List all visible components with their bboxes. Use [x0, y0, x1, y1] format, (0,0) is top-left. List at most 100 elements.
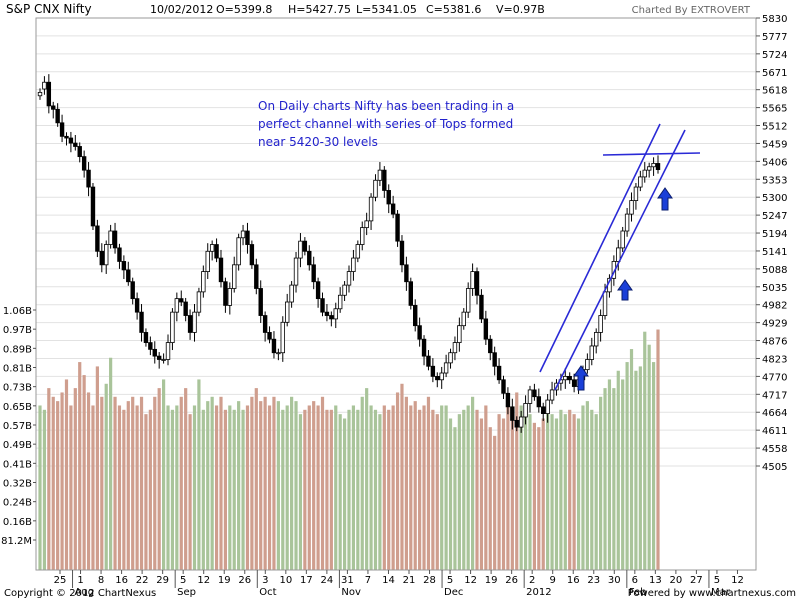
- volume-bar: [47, 388, 51, 570]
- price-tick-label: 4929: [762, 319, 787, 330]
- volume-bar: [334, 405, 338, 570]
- volume-bar: [95, 366, 99, 570]
- volume-bar: [263, 396, 267, 570]
- volume-bar: [501, 418, 506, 570]
- candle-body: [254, 264, 259, 289]
- date-tick-label: 10: [279, 575, 292, 586]
- volume-bar: [541, 418, 545, 570]
- volume-bar: [82, 375, 86, 570]
- volume-tick-label: 0.73B: [3, 383, 32, 394]
- candle-body: [95, 225, 100, 252]
- date-tick-label: 28: [423, 575, 436, 586]
- volume-bar: [290, 396, 294, 570]
- volume-bar: [223, 409, 227, 570]
- volume-bar: [259, 401, 263, 570]
- candle-body: [616, 247, 621, 262]
- volume-bar: [554, 418, 559, 570]
- candle-body: [81, 156, 87, 171]
- candle-body: [152, 348, 157, 357]
- candle-body: [470, 271, 475, 289]
- candle-body: [258, 288, 263, 316]
- volume-bar: [117, 405, 122, 570]
- candle-body: [351, 257, 356, 272]
- volume-bar: [175, 405, 179, 570]
- candle-body: [218, 257, 224, 283]
- volume-bar: [267, 405, 272, 570]
- date-tick-label: 16: [567, 575, 580, 586]
- candle-body: [232, 264, 237, 289]
- candle-body: [532, 389, 537, 398]
- date-tick-label: 12: [197, 575, 210, 586]
- volume-tick-label: 0.81B: [3, 364, 32, 375]
- volume-bar: [356, 409, 360, 570]
- volume-bar: [466, 405, 470, 570]
- candle-body: [399, 240, 405, 266]
- volume-bar: [422, 405, 426, 570]
- date-tick-label: 24: [321, 575, 334, 586]
- date-tick-label: 19: [485, 575, 498, 586]
- volume-bar: [69, 405, 73, 570]
- date-tick-label: 5: [447, 575, 453, 586]
- volume-bar: [312, 401, 316, 570]
- price-tick-label: 5671: [762, 68, 787, 79]
- annotation-line-3: near 5420-30 levels: [258, 135, 378, 149]
- candle-body: [430, 365, 436, 377]
- candle-body: [337, 294, 343, 310]
- volume-tick-label: 0.57B: [3, 421, 32, 432]
- candle-body: [488, 338, 493, 354]
- price-tick-label: 4717: [762, 390, 787, 401]
- volume-bar: [607, 379, 612, 570]
- volume-bar: [338, 414, 342, 570]
- price-tick-label: 5035: [762, 283, 787, 294]
- month-label: 2012: [526, 587, 551, 598]
- month-label: Aug: [75, 587, 95, 598]
- candle-body: [187, 315, 193, 333]
- candle-body: [170, 311, 175, 343]
- candle-body: [585, 359, 590, 371]
- volume-bar: [559, 409, 563, 570]
- volume-bar: [232, 409, 236, 570]
- candle-body: [156, 355, 162, 360]
- high-value: H=5427.75: [288, 3, 351, 16]
- up-arrow-icon: [657, 187, 673, 211]
- price-tick-label: 5777: [762, 32, 787, 43]
- channel-upper-line: [539, 123, 661, 373]
- copyright-text: Copyright © 2012 ChartNexus: [4, 588, 156, 599]
- open-value: O=5399.8: [216, 3, 272, 16]
- volume-bar: [621, 379, 625, 570]
- volume-bar: [360, 396, 364, 570]
- volume-bar: [281, 409, 285, 570]
- volume-bar: [369, 405, 373, 570]
- candle-body: [395, 213, 400, 242]
- candle-body: [108, 230, 113, 245]
- volume-bar: [651, 362, 656, 570]
- candle-body: [426, 355, 431, 367]
- volume-bar: [272, 396, 276, 570]
- channel-lower-line: [554, 129, 686, 391]
- volume-bar: [382, 405, 386, 570]
- candle-body: [501, 379, 506, 394]
- candle-body: [46, 81, 52, 107]
- volume-bar: [475, 409, 479, 570]
- volume-bar: [135, 405, 139, 570]
- price-tick-label: 5088: [762, 265, 787, 276]
- date-tick-label: 5: [714, 575, 720, 586]
- close-value: C=5381.6: [426, 3, 481, 16]
- candle-body: [276, 352, 281, 355]
- volume-bar: [568, 409, 572, 570]
- candle-body: [479, 294, 484, 320]
- candle-body: [223, 281, 228, 306]
- volume-bar: [643, 331, 647, 570]
- volume-bar: [528, 414, 532, 570]
- candle-body: [196, 291, 202, 313]
- volume-bar: [245, 405, 250, 570]
- candle-body: [179, 298, 184, 303]
- candle-body: [655, 163, 661, 171]
- up-arrow-icon: [573, 365, 589, 391]
- candle-body: [271, 338, 277, 354]
- candle-body: [311, 264, 316, 283]
- volume-bar: [435, 414, 439, 570]
- volume-bar: [506, 396, 510, 570]
- volume-tick-label: 0.65B: [3, 402, 32, 413]
- date-tick-label: 3: [262, 575, 268, 586]
